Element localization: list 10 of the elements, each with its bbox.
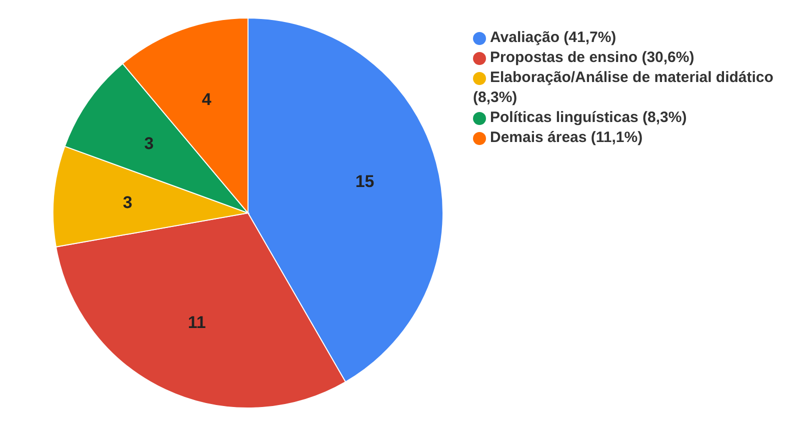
data-label: 4 — [202, 90, 212, 109]
legend-label: Elaboração/Análise de material didático (8,3%) — [473, 69, 774, 106]
legend-label: Avaliação (41,7%) — [490, 29, 616, 46]
data-label: 15 — [355, 172, 374, 192]
legend-label: Propostas de ensino (30,6%) — [490, 49, 694, 66]
legend-label: Políticas linguísticas (8,3%) — [490, 109, 687, 126]
data-label: 3 — [144, 134, 154, 154]
data-label: 3 — [122, 192, 132, 212]
data-label: 11 — [188, 313, 206, 332]
legend-label: Demais áreas (11,1%) — [490, 129, 643, 146]
